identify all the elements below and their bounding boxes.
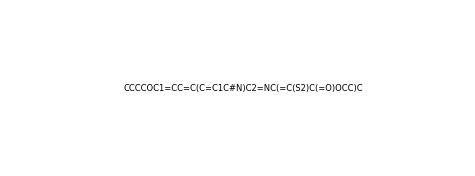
Text: CCCCOC1=CC=C(C=C1C#N)C2=NC(=C(S2)C(=O)OCC)C: CCCCOC1=CC=C(C=C1C#N)C2=NC(=C(S2)C(=O)OC…	[124, 84, 363, 93]
